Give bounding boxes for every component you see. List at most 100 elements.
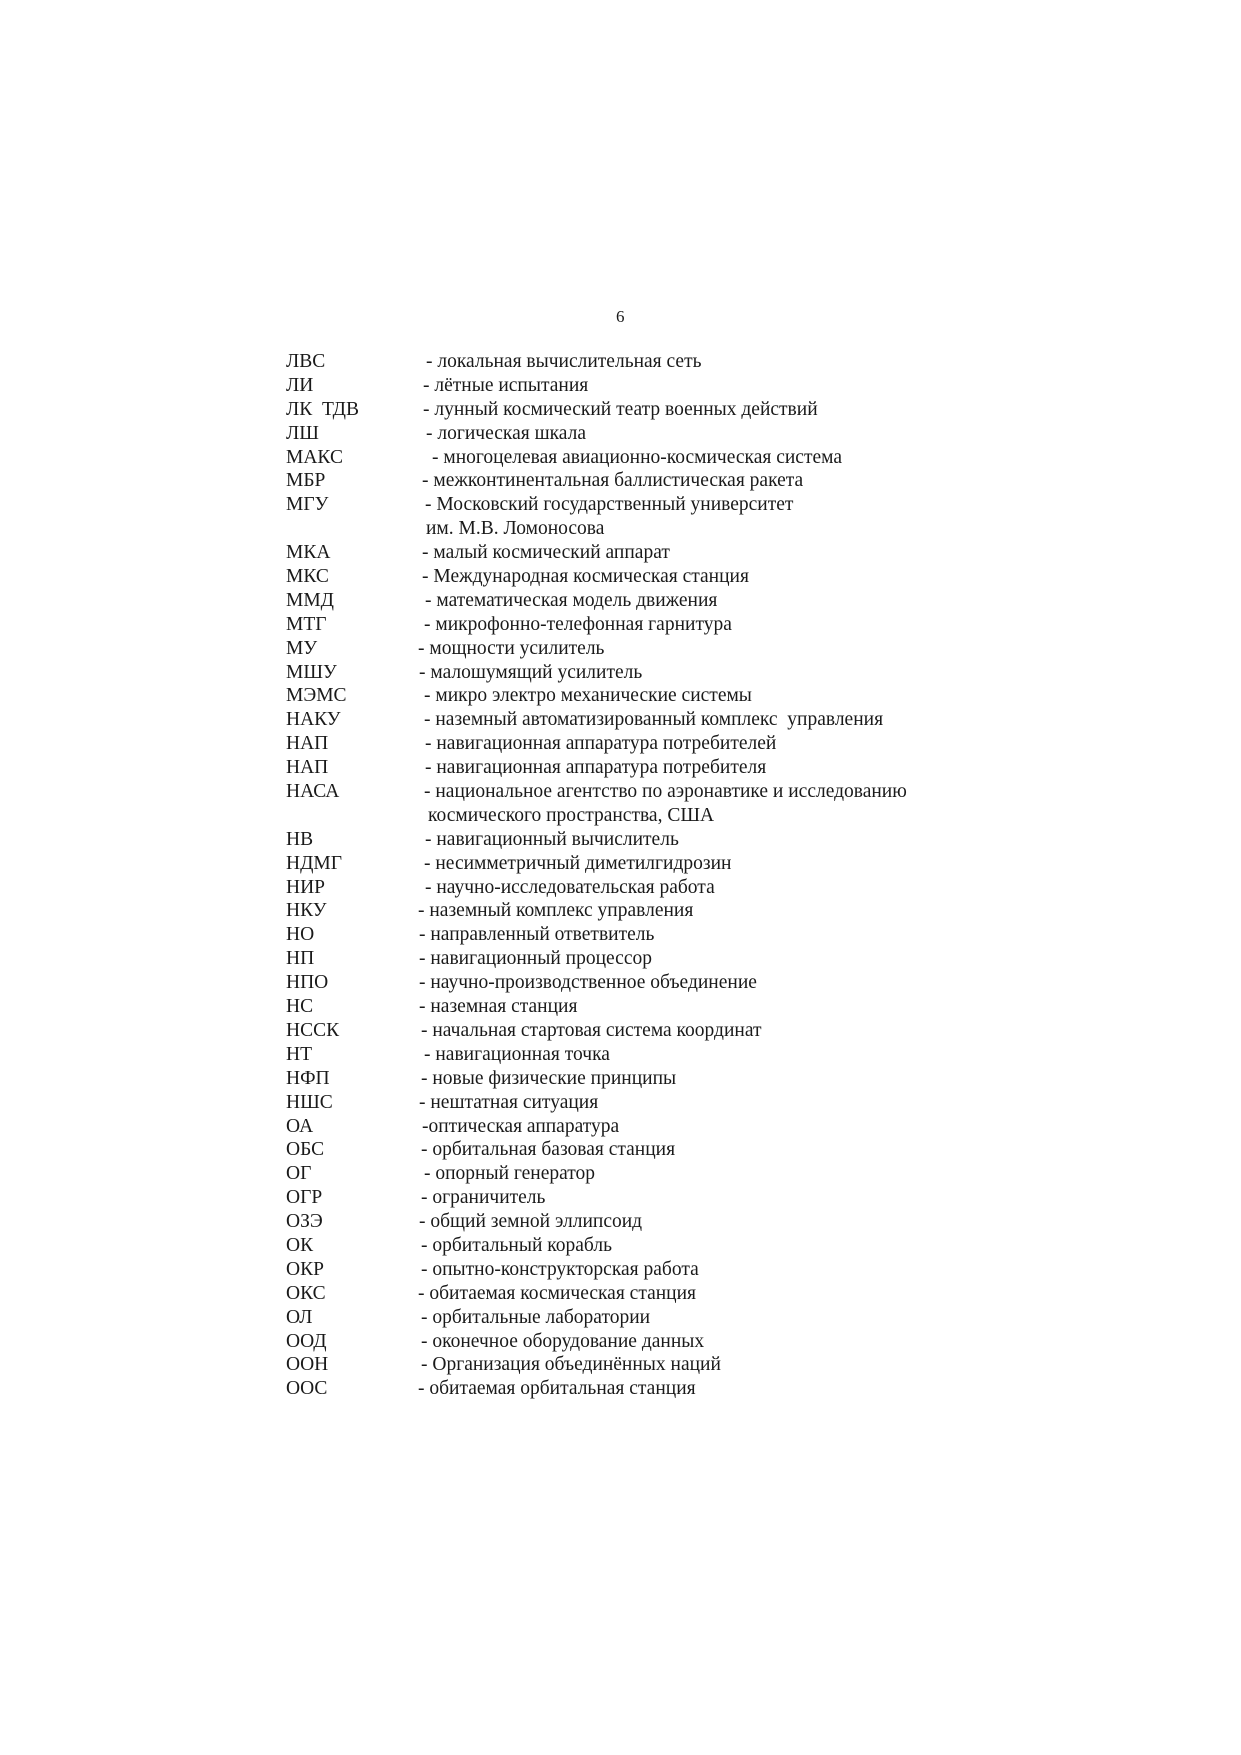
glossary-entry: ОГР - ограничитель [286,1186,1086,1210]
definition: - орбитальная базовая станция [421,1139,676,1161]
definition: - наземный комплекс управления [418,900,694,922]
definition: - навигационная точка [424,1043,610,1065]
definition: - многоцелевая авиационно-космическая си… [432,446,842,468]
abbreviation: ММД [286,589,334,611]
abbreviation: МАКС [286,446,343,468]
definition: - новые физические принципы [421,1067,677,1089]
definition: - научно-производственное объединение [419,972,757,994]
abbreviation: МУ [286,637,318,659]
definition: - логическая шкала [426,422,586,444]
glossary-entry: НФП - новые физические принципы [286,1067,1086,1091]
glossary-entry: ЛК ТДВ - лунный космический театр военных… [286,398,1086,422]
glossary-entry: ОКР - опытно-конструкторская работа [286,1258,1086,1282]
glossary-entry: ООН - Организация объединённых наций [286,1353,1086,1377]
glossary-entry: НАП - навигационная аппаратура потребител… [286,732,1086,756]
definition: - наземный автоматизированный комплекс у… [424,709,884,731]
definition: - математическая модель движения [425,589,718,611]
definition: - опытно-конструкторская работа [421,1258,699,1280]
glossary-entry: ЛШ - логическая шкала [286,422,1086,446]
glossary-entry: НВ - навигационный вычислитель [286,828,1086,852]
glossary-entry: МАКС - многоцелевая авиационно-космическа… [286,446,1086,470]
abbreviation: НКУ [286,900,327,922]
abbreviation: НВ [286,828,314,850]
abbreviation: ОКС [286,1282,326,1304]
glossary-entry: НП - навигационный процессор [286,947,1086,971]
definition: - навигационная аппаратура потребителей [425,733,777,755]
definition: - навигационный процессор [419,948,652,970]
abbreviation: ООС [286,1378,328,1400]
abbreviation: НП [286,948,315,970]
abbreviation-list: ЛВС - локальная вычислительная сеть ЛИ - лё… [286,350,1086,1401]
abbreviation: НШС [286,1091,333,1113]
definition: - Московский государственный университет [425,494,794,516]
glossary-entry: НАП - навигационная аппаратура потребител… [286,756,1086,780]
glossary-entry: НТ - навигационная точка [286,1043,1086,1067]
definition: - навигационный вычислитель [425,828,679,850]
definition: - обитаемая орбитальная станция [418,1378,696,1400]
glossary-entry: МБР - межконтинентальная баллистическая р… [286,469,1086,493]
definition: - оконечное оборудование данных [421,1330,705,1352]
abbreviation: НДМГ [286,852,342,874]
abbreviation: МГУ [286,494,329,516]
definition: -оптическая аппаратура [422,1115,620,1137]
abbreviation: МКА [286,542,331,564]
glossary-entry: МГУ - Московский государственный универси… [286,493,1086,517]
abbreviation: НПО [286,972,329,994]
definition: - направленный ответвитель [419,924,655,946]
abbreviation: НССК [286,1019,340,1041]
abbreviation: НТ [286,1043,312,1065]
abbreviation: МБР [286,470,326,492]
abbreviation: НАКУ [286,709,341,731]
definition: - обитаемая космическая станция [418,1282,697,1304]
definition: - орбитальный корабль [421,1234,612,1256]
definition: - лунный космический театр военных дейст… [423,398,818,420]
definition: - научно-исследовательская работа [425,876,715,898]
definition: - начальная стартовая система координат [421,1019,762,1041]
abbreviation: МШУ [286,661,337,683]
abbreviation: ЛШ [286,422,319,444]
glossary-entry: ОГ - опорный генератор [286,1162,1086,1186]
abbreviation: НФП [286,1067,330,1089]
abbreviation: НАП [286,733,329,755]
definition: - наземная станция [419,996,578,1018]
glossary-entry: ОБС - орбитальная базовая станция [286,1138,1086,1162]
abbreviation: ОА [286,1115,314,1137]
definition: - общий земной эллипсоид [419,1211,643,1233]
abbreviation: МЭМС [286,685,347,707]
definition: - Международная космическая станция [422,566,749,588]
definition-continuation: им. М.В. Ломоносова [286,517,1086,541]
abbreviation: НС [286,996,314,1018]
glossary-entry: ОКС - обитаемая космическая станция [286,1282,1086,1306]
glossary-entry: НССК - начальная стартовая система коорди… [286,1019,1086,1043]
abbreviation: ОКР [286,1258,324,1280]
glossary-entry: ММД - математическая модель движения [286,589,1086,613]
abbreviation: НИР [286,876,326,898]
definition: - навигационная аппаратура потребителя [425,757,767,779]
glossary-entry: ЛИ - лётные испытания [286,374,1086,398]
glossary-entry: ОК - орбитальный корабль [286,1234,1086,1258]
page-number: 6 [616,307,625,326]
definition: - опорный генератор [424,1163,596,1185]
glossary-entry: МТГ - микрофонно-телефонная гарнитура [286,613,1086,637]
definition: - локальная вычислительная сеть [426,351,702,372]
abbreviation: МКС [286,566,329,588]
glossary-entry: МУ - мощности усилитель [286,637,1086,661]
glossary-entry: НО - направленный ответвитель [286,923,1086,947]
definition-continuation-text: им. М.В. Ломоносова [426,518,605,540]
definition: - несимметричный диметилгидрозин [424,852,732,874]
abbreviation: ООД [286,1330,327,1352]
definition: - ограничитель [421,1187,546,1209]
glossary-entry: НШС - нештатная ситуация [286,1091,1086,1115]
glossary-entry: ОЛ - орбитальные лаборатории [286,1306,1086,1330]
glossary-entry: НКУ - наземный комплекс управления [286,899,1086,923]
abbreviation: ЛВС [286,351,326,372]
abbreviation: НАП [286,757,329,779]
glossary-entry: МКА - малый космический аппарат [286,541,1086,565]
glossary-entry: НИР - научно-исследовательская работа [286,876,1086,900]
glossary-entry: ООС - обитаемая орбитальная станция [286,1377,1086,1401]
abbreviation: ОБС [286,1139,325,1161]
definition: - Организация объединённых наций [421,1354,721,1376]
abbreviation: ОЛ [286,1306,313,1328]
glossary-entry: МКС - Международная космическая станция [286,565,1086,589]
definition: - мощности усилитель [418,637,605,659]
